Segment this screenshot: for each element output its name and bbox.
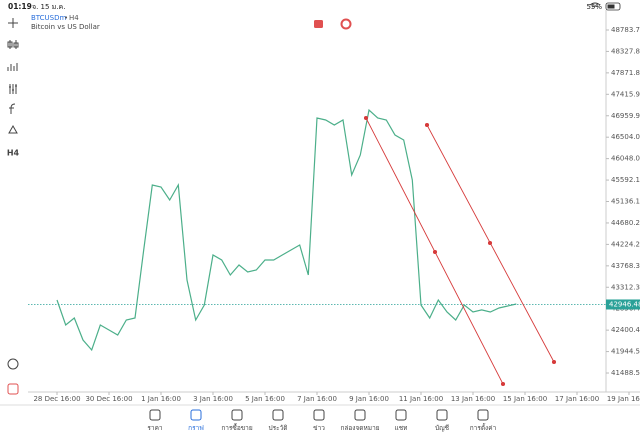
tab-label[interactable]: การตั้งค่า (470, 423, 497, 432)
tab-label[interactable]: ราคา (147, 424, 162, 432)
x-tick-label: 9 Jan 16:00 (349, 395, 389, 403)
depth-icon[interactable] (340, 18, 352, 30)
x-tick-label: 13 Jan 16:00 (451, 395, 495, 403)
y-tick-label: 43312.35 (611, 283, 640, 291)
y-tick-label: 46959.95 (611, 112, 640, 120)
function-tool[interactable] (9, 103, 16, 114)
y-tick-label: 48783.75 (611, 26, 640, 34)
crosshair-tool[interactable] (8, 18, 18, 28)
y-tick-label: 42400.45 (611, 326, 640, 334)
y-tick-label: 43768.30 (611, 262, 640, 270)
tab-label[interactable]: กล่องจดหมาย (340, 424, 379, 432)
x-tick-label: 3 Jan 16:00 (193, 395, 233, 403)
tab-label[interactable]: แชท (395, 424, 408, 432)
x-tick-label: 28 Dec 16:00 (33, 395, 80, 403)
y-tick-label: 44680.20 (611, 219, 640, 227)
tab-bar: ราคา กราฟ การซื้อขาย ประวัติ ข่าว กล่องจดหมาย… (147, 409, 497, 432)
analytics-tool[interactable] (7, 358, 19, 370)
objects-tool[interactable] (8, 124, 18, 134)
tab-label[interactable]: กราฟ (188, 424, 204, 432)
tab-icon[interactable] (313, 409, 325, 421)
status-battery: 55% (586, 3, 602, 11)
x-tick-label: 15 Jan 16:00 (503, 395, 547, 403)
tab-label[interactable]: การซื้อขาย (221, 423, 252, 432)
battery-level (607, 4, 615, 9)
y-tick-label: 46048.05 (611, 155, 640, 163)
price-line (56, 108, 517, 352)
y-tick-label: 44224.25 (611, 240, 640, 248)
timeframe-button[interactable]: H4 (7, 149, 20, 158)
tab-icon[interactable] (395, 409, 407, 421)
tab-icon[interactable] (477, 409, 489, 421)
trend-lines[interactable] (363, 115, 557, 387)
current-price-box (606, 299, 640, 310)
chart-symbol: BTCUSDm (31, 14, 67, 22)
signals-tool[interactable] (7, 383, 19, 395)
chart-type-tool[interactable] (7, 40, 19, 49)
current-price-label: 42946.48 (609, 300, 640, 308)
x-tick-label: 17 Jan 16:00 (555, 395, 599, 403)
tab-icon[interactable] (231, 409, 243, 421)
x-tick-label: 11 Jan 16:00 (399, 395, 443, 403)
chart-timeframe: H4 (69, 14, 79, 22)
status-date: จ. 15 ม.ค. (32, 3, 65, 11)
y-tick-label: 48327.80 (611, 47, 640, 55)
y-tick-label: 47871.85 (611, 69, 640, 77)
tab-icon[interactable] (272, 409, 284, 421)
tab-label[interactable]: บัญชี (435, 424, 450, 432)
tab-label[interactable]: ประวัติ (269, 424, 288, 432)
tab-icon[interactable] (190, 409, 202, 421)
y-tick-label: 47415.90 (611, 90, 640, 98)
x-tick-label: 19 Jan 16:00 (607, 395, 640, 403)
indicators-tool[interactable] (7, 63, 18, 71)
y-tick-label: 41488.55 (611, 369, 640, 377)
buy-sell-icon[interactable] (314, 20, 323, 28)
y-tick-label: 41944.50 (611, 348, 640, 356)
y-tick-label: 45136.15 (611, 198, 640, 206)
x-tick-label: 5 Jan 16:00 (245, 395, 285, 403)
x-tick-label: 1 Jan 16:00 (141, 395, 181, 403)
plot: 48783.75 48327.80 47871.85 47415.90 46959.95… (28, 26, 640, 403)
battery-icon (605, 2, 621, 11)
x-tick-label: 7 Jan 16:00 (297, 395, 337, 403)
y-tick-label: 46504.00 (611, 133, 640, 141)
x-tick-label: 30 Dec 16:00 (85, 395, 132, 403)
status-time: 01:19 (8, 2, 32, 11)
settings-tool[interactable] (9, 84, 17, 94)
chart-description: Bitcoin vs US Dollar (31, 23, 100, 31)
svg-text:•: • (64, 14, 68, 22)
tab-icon[interactable] (149, 409, 161, 421)
wifi-icon (589, 2, 601, 8)
left-toolbar (7, 18, 19, 395)
tab-icon[interactable] (436, 409, 448, 421)
tab-label[interactable]: ข่าว (313, 424, 325, 432)
tab-icon[interactable] (354, 409, 366, 421)
y-tick-label: 45592.10 (611, 176, 640, 184)
